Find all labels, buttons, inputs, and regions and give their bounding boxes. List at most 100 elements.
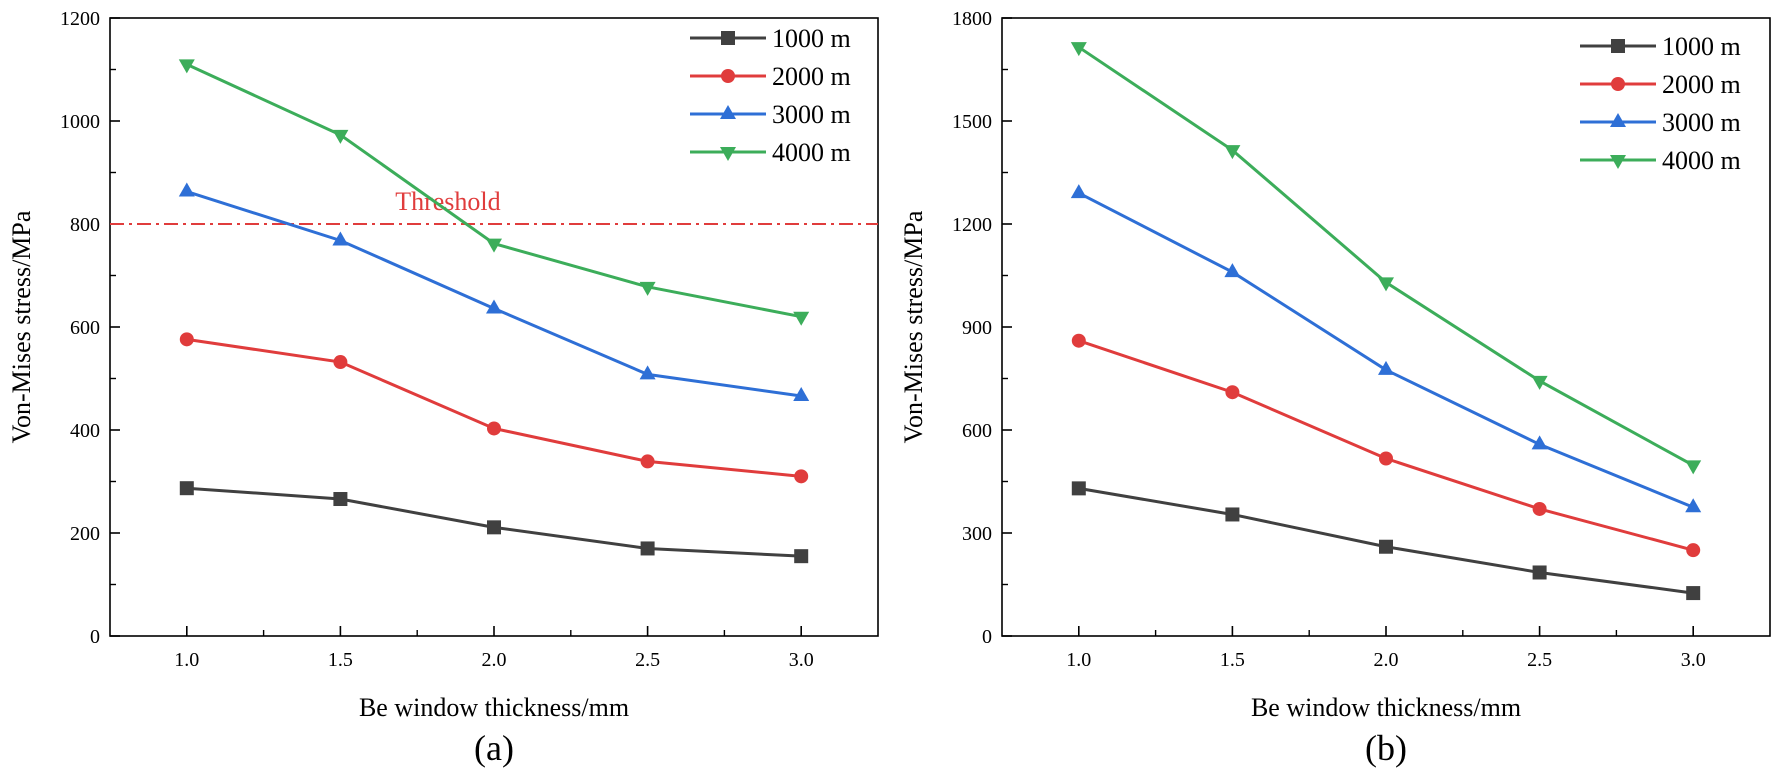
data-point	[1071, 481, 1086, 496]
data-point	[333, 492, 348, 507]
x-tick-label: 2.0	[482, 649, 507, 671]
data-point	[1070, 42, 1087, 57]
y-tick-label: 1200	[60, 8, 100, 30]
data-point	[486, 238, 502, 253]
data-point	[332, 129, 349, 144]
data-point	[1531, 435, 1548, 450]
legend-marker	[1611, 77, 1625, 91]
x-tick-label: 3.0	[1681, 649, 1706, 671]
y-tick-label: 0	[982, 626, 992, 648]
data-point	[486, 299, 502, 314]
y-tick-label: 400	[70, 420, 100, 442]
x-tick-label: 1.5	[328, 649, 353, 671]
x-tick-label: 1.0	[1066, 649, 1091, 671]
data-point	[1532, 501, 1547, 516]
legend-marker	[721, 31, 735, 45]
x-tick-label: 3.0	[789, 649, 814, 671]
series-1000-m	[1071, 481, 1701, 601]
panel-caption: (b)	[1365, 728, 1407, 768]
y-tick-label: 300	[962, 523, 992, 545]
data-point	[1224, 145, 1241, 160]
data-point	[794, 469, 809, 484]
series-line	[186, 190, 802, 398]
series-2000-m	[179, 332, 809, 484]
data-point	[794, 549, 809, 564]
legend-label: 4000 m	[772, 138, 851, 167]
series-1000-m	[179, 481, 809, 564]
legend: 1000 m 2000 m 3000 m 4000 m	[1580, 32, 1741, 175]
data-point	[487, 520, 501, 535]
data-point	[333, 355, 348, 370]
data-point	[178, 182, 195, 197]
data-point	[640, 454, 655, 469]
series-2000-m	[1071, 333, 1701, 558]
data-point	[178, 59, 195, 74]
x-axis-title: Be window thickness/mm	[359, 693, 629, 722]
x-tick-label: 2.5	[635, 649, 660, 671]
data-point	[1686, 543, 1701, 558]
legend-marker	[1610, 155, 1626, 169]
y-tick-label: 1200	[952, 214, 992, 236]
data-point	[179, 481, 194, 496]
data-point	[1685, 460, 1702, 475]
y-tick-label: 1000	[60, 111, 100, 133]
panel-caption: (a)	[474, 728, 514, 768]
data-point	[1532, 565, 1547, 580]
x-tick-label: 2.0	[1374, 649, 1399, 671]
series-4000-m	[178, 59, 810, 326]
x-tick-label: 1.0	[174, 649, 199, 671]
data-point	[487, 421, 501, 436]
data-point	[1224, 263, 1241, 278]
data-point	[793, 387, 810, 402]
data-point	[179, 332, 194, 347]
chart-panel-a: 0 200 400 600 800 1000 1200 1.0 1.5 2.0 2.5 3.0 Be w…	[7, 8, 879, 768]
plot-frame	[109, 17, 879, 637]
x-axis-title: Be window thickness/mm	[1251, 693, 1521, 722]
data-point	[1379, 451, 1393, 466]
series-line	[1077, 45, 1694, 467]
data-point	[639, 281, 656, 296]
y-axis-title: Von-Mises stress/MPa	[899, 210, 928, 443]
data-point	[332, 231, 349, 246]
legend-label: 3000 m	[1662, 108, 1741, 137]
series-4000-m	[1070, 42, 1702, 475]
x-tick-label: 2.5	[1527, 649, 1552, 671]
legend-label: 2000 m	[772, 62, 851, 91]
y-tick-label: 1800	[952, 8, 992, 30]
data-point	[639, 365, 656, 380]
data-point	[1378, 360, 1394, 375]
data-point	[1379, 539, 1393, 554]
legend-label: 2000 m	[1662, 70, 1741, 99]
data-point	[1685, 498, 1702, 513]
legend-marker	[721, 69, 735, 83]
legend-label: 1000 m	[772, 24, 851, 53]
y-tick-label: 900	[962, 317, 992, 339]
legend-label: 4000 m	[1662, 146, 1741, 175]
series-3000-m	[178, 182, 810, 402]
data-point	[1378, 277, 1394, 292]
legend-marker	[1611, 39, 1625, 53]
data-point	[1686, 586, 1701, 601]
legend-marker	[720, 147, 736, 161]
y-tick-label: 200	[70, 523, 100, 545]
legend-label: 3000 m	[772, 100, 851, 129]
series-3000-m	[1070, 184, 1702, 513]
data-point	[1071, 333, 1086, 348]
legend-label: 1000 m	[1662, 32, 1741, 61]
data-point	[1225, 385, 1240, 400]
data-point	[1225, 507, 1240, 522]
y-tick-label: 600	[70, 317, 100, 339]
y-tick-label: 1500	[952, 111, 992, 133]
data-point	[640, 541, 655, 556]
y-tick-label: 800	[70, 214, 100, 236]
y-axis-title: Von-Mises stress/MPa	[7, 210, 36, 443]
chart-panel-b: 0 300 600 900 1200 1500 1800 1.0 1.5 2.0 2.5 3.0 Be …	[899, 8, 1771, 768]
legend-marker	[1610, 113, 1626, 127]
data-point	[793, 311, 810, 326]
x-tick-label: 1.5	[1220, 649, 1245, 671]
data-point	[1531, 375, 1548, 390]
legend-marker	[720, 105, 736, 119]
y-tick-label: 600	[962, 420, 992, 442]
y-tick-label: 0	[90, 626, 100, 648]
